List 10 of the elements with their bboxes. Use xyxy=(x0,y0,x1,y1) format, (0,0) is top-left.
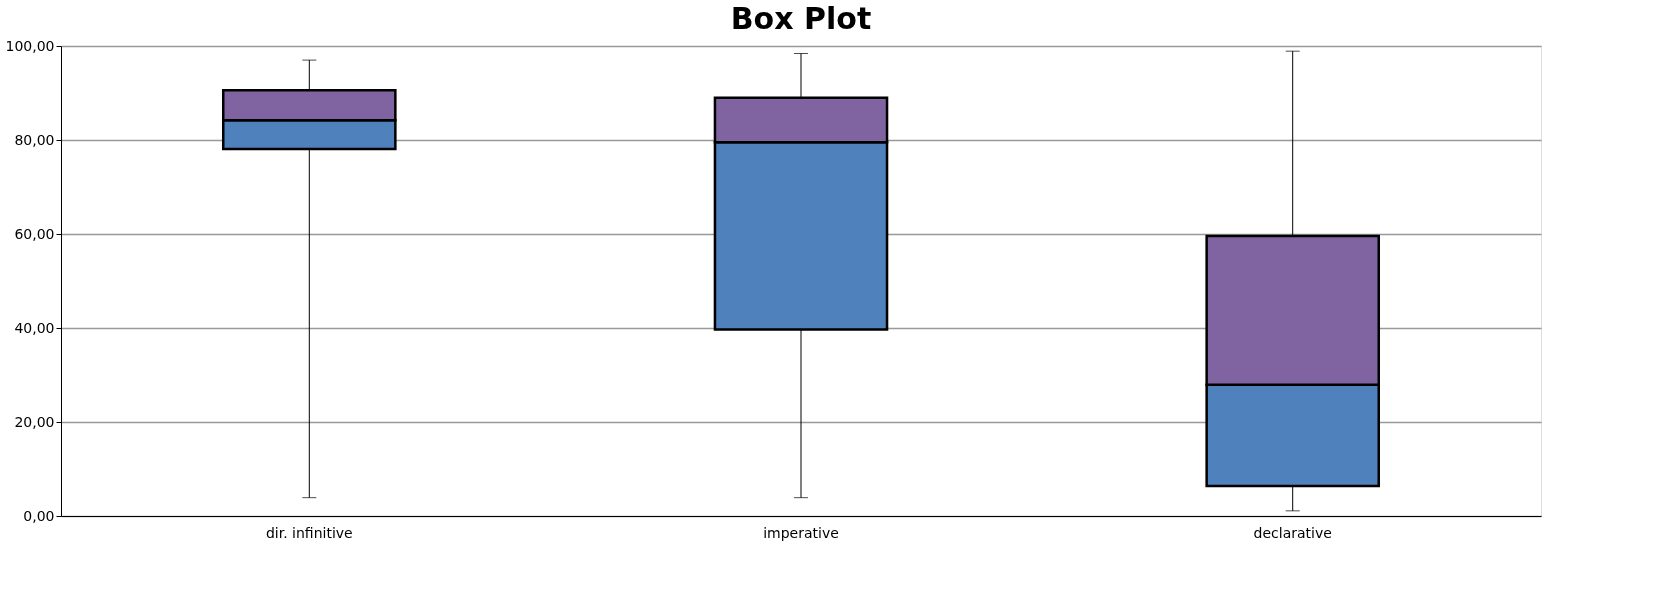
y-tick-label: 20,00 xyxy=(14,413,55,430)
y-tick-label: 0,00 xyxy=(23,507,55,524)
y-tick-label: 80,00 xyxy=(14,131,55,148)
y-tick-label: 100,00 xyxy=(5,37,55,54)
x-tick-label: dir. infinitive xyxy=(265,524,353,541)
x-tick-label: imperative xyxy=(763,524,839,541)
x-tick-label: declarative xyxy=(1253,524,1332,541)
y-tick-label: 40,00 xyxy=(14,319,55,336)
y-tick-label: 60,00 xyxy=(14,225,55,242)
chart-title: Box Plot xyxy=(730,1,872,36)
